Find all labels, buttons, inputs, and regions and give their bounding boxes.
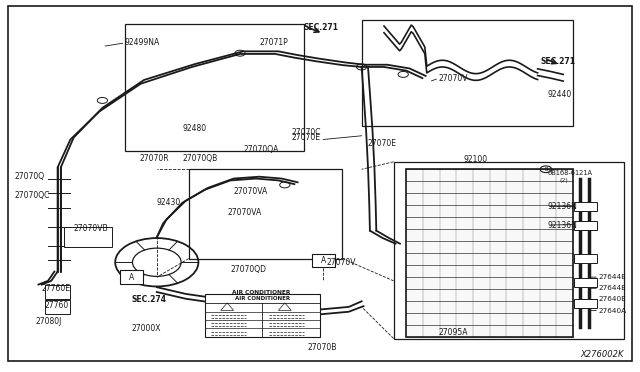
Bar [125, 24, 304, 151]
Text: 27070QD: 27070QD [230, 265, 266, 274]
Bar [574, 221, 597, 230]
Text: 27070E: 27070E [291, 133, 320, 142]
Bar [574, 254, 597, 263]
Text: 0B168-6121A: 0B168-6121A [547, 170, 592, 176]
Text: 92499NA: 92499NA [125, 38, 160, 47]
Text: 92100: 92100 [464, 155, 488, 164]
Text: 27070R: 27070R [140, 154, 169, 163]
Bar [205, 294, 320, 337]
Text: 27070QC: 27070QC [14, 191, 49, 200]
Text: 27070V: 27070V [326, 258, 356, 267]
Text: 92480: 92480 [182, 124, 207, 133]
Text: 92430: 92430 [157, 198, 181, 207]
Text: 27760E: 27760E [42, 284, 70, 293]
Bar [45, 285, 70, 299]
Text: 27070V: 27070V [438, 74, 468, 83]
Bar [394, 162, 624, 339]
Text: 92440: 92440 [547, 90, 572, 99]
Bar [406, 169, 573, 337]
Text: SEC.271: SEC.271 [304, 23, 339, 32]
Text: A: A [129, 273, 134, 282]
Text: 27644E: 27644E [598, 285, 626, 291]
Bar [574, 299, 597, 308]
Text: 92136N: 92136N [547, 221, 577, 230]
Text: (2): (2) [560, 178, 569, 183]
Text: 27070QB: 27070QB [182, 154, 218, 163]
Text: 27070E: 27070E [368, 139, 397, 148]
Text: X276002K: X276002K [580, 350, 624, 359]
Text: 27070VA: 27070VA [227, 208, 262, 217]
Text: 27760: 27760 [45, 301, 69, 310]
Text: AIR CONDITIONER: AIR CONDITIONER [232, 289, 291, 295]
Bar [312, 254, 335, 267]
Text: 27640A: 27640A [598, 308, 627, 314]
Text: A: A [321, 256, 326, 265]
Text: 27095A: 27095A [438, 328, 468, 337]
Bar [120, 270, 143, 284]
Text: 27644E: 27644E [598, 274, 626, 280]
Text: 27070VB: 27070VB [74, 224, 108, 233]
Text: B: B [544, 167, 548, 172]
Bar [64, 227, 112, 247]
Text: 27070QA: 27070QA [243, 145, 278, 154]
Text: 27071P: 27071P [259, 38, 288, 47]
Bar [574, 278, 597, 287]
Text: 27000X: 27000X [131, 324, 161, 333]
Text: AIR CONDITIONER: AIR CONDITIONER [235, 296, 290, 301]
Bar [189, 169, 342, 259]
Text: 27080J: 27080J [35, 317, 61, 326]
Bar [45, 300, 70, 314]
Text: 27070Q: 27070Q [14, 172, 44, 181]
Text: 27070C: 27070C [291, 128, 321, 137]
Bar [574, 202, 597, 211]
Text: 27640E: 27640E [598, 296, 626, 302]
Text: 27070B: 27070B [307, 343, 337, 352]
Text: 92136N: 92136N [547, 202, 577, 211]
Bar [362, 20, 573, 126]
Text: 27070VA: 27070VA [234, 187, 268, 196]
Text: SEC.274: SEC.274 [131, 295, 166, 304]
Text: SEC.271: SEC.271 [541, 57, 576, 66]
